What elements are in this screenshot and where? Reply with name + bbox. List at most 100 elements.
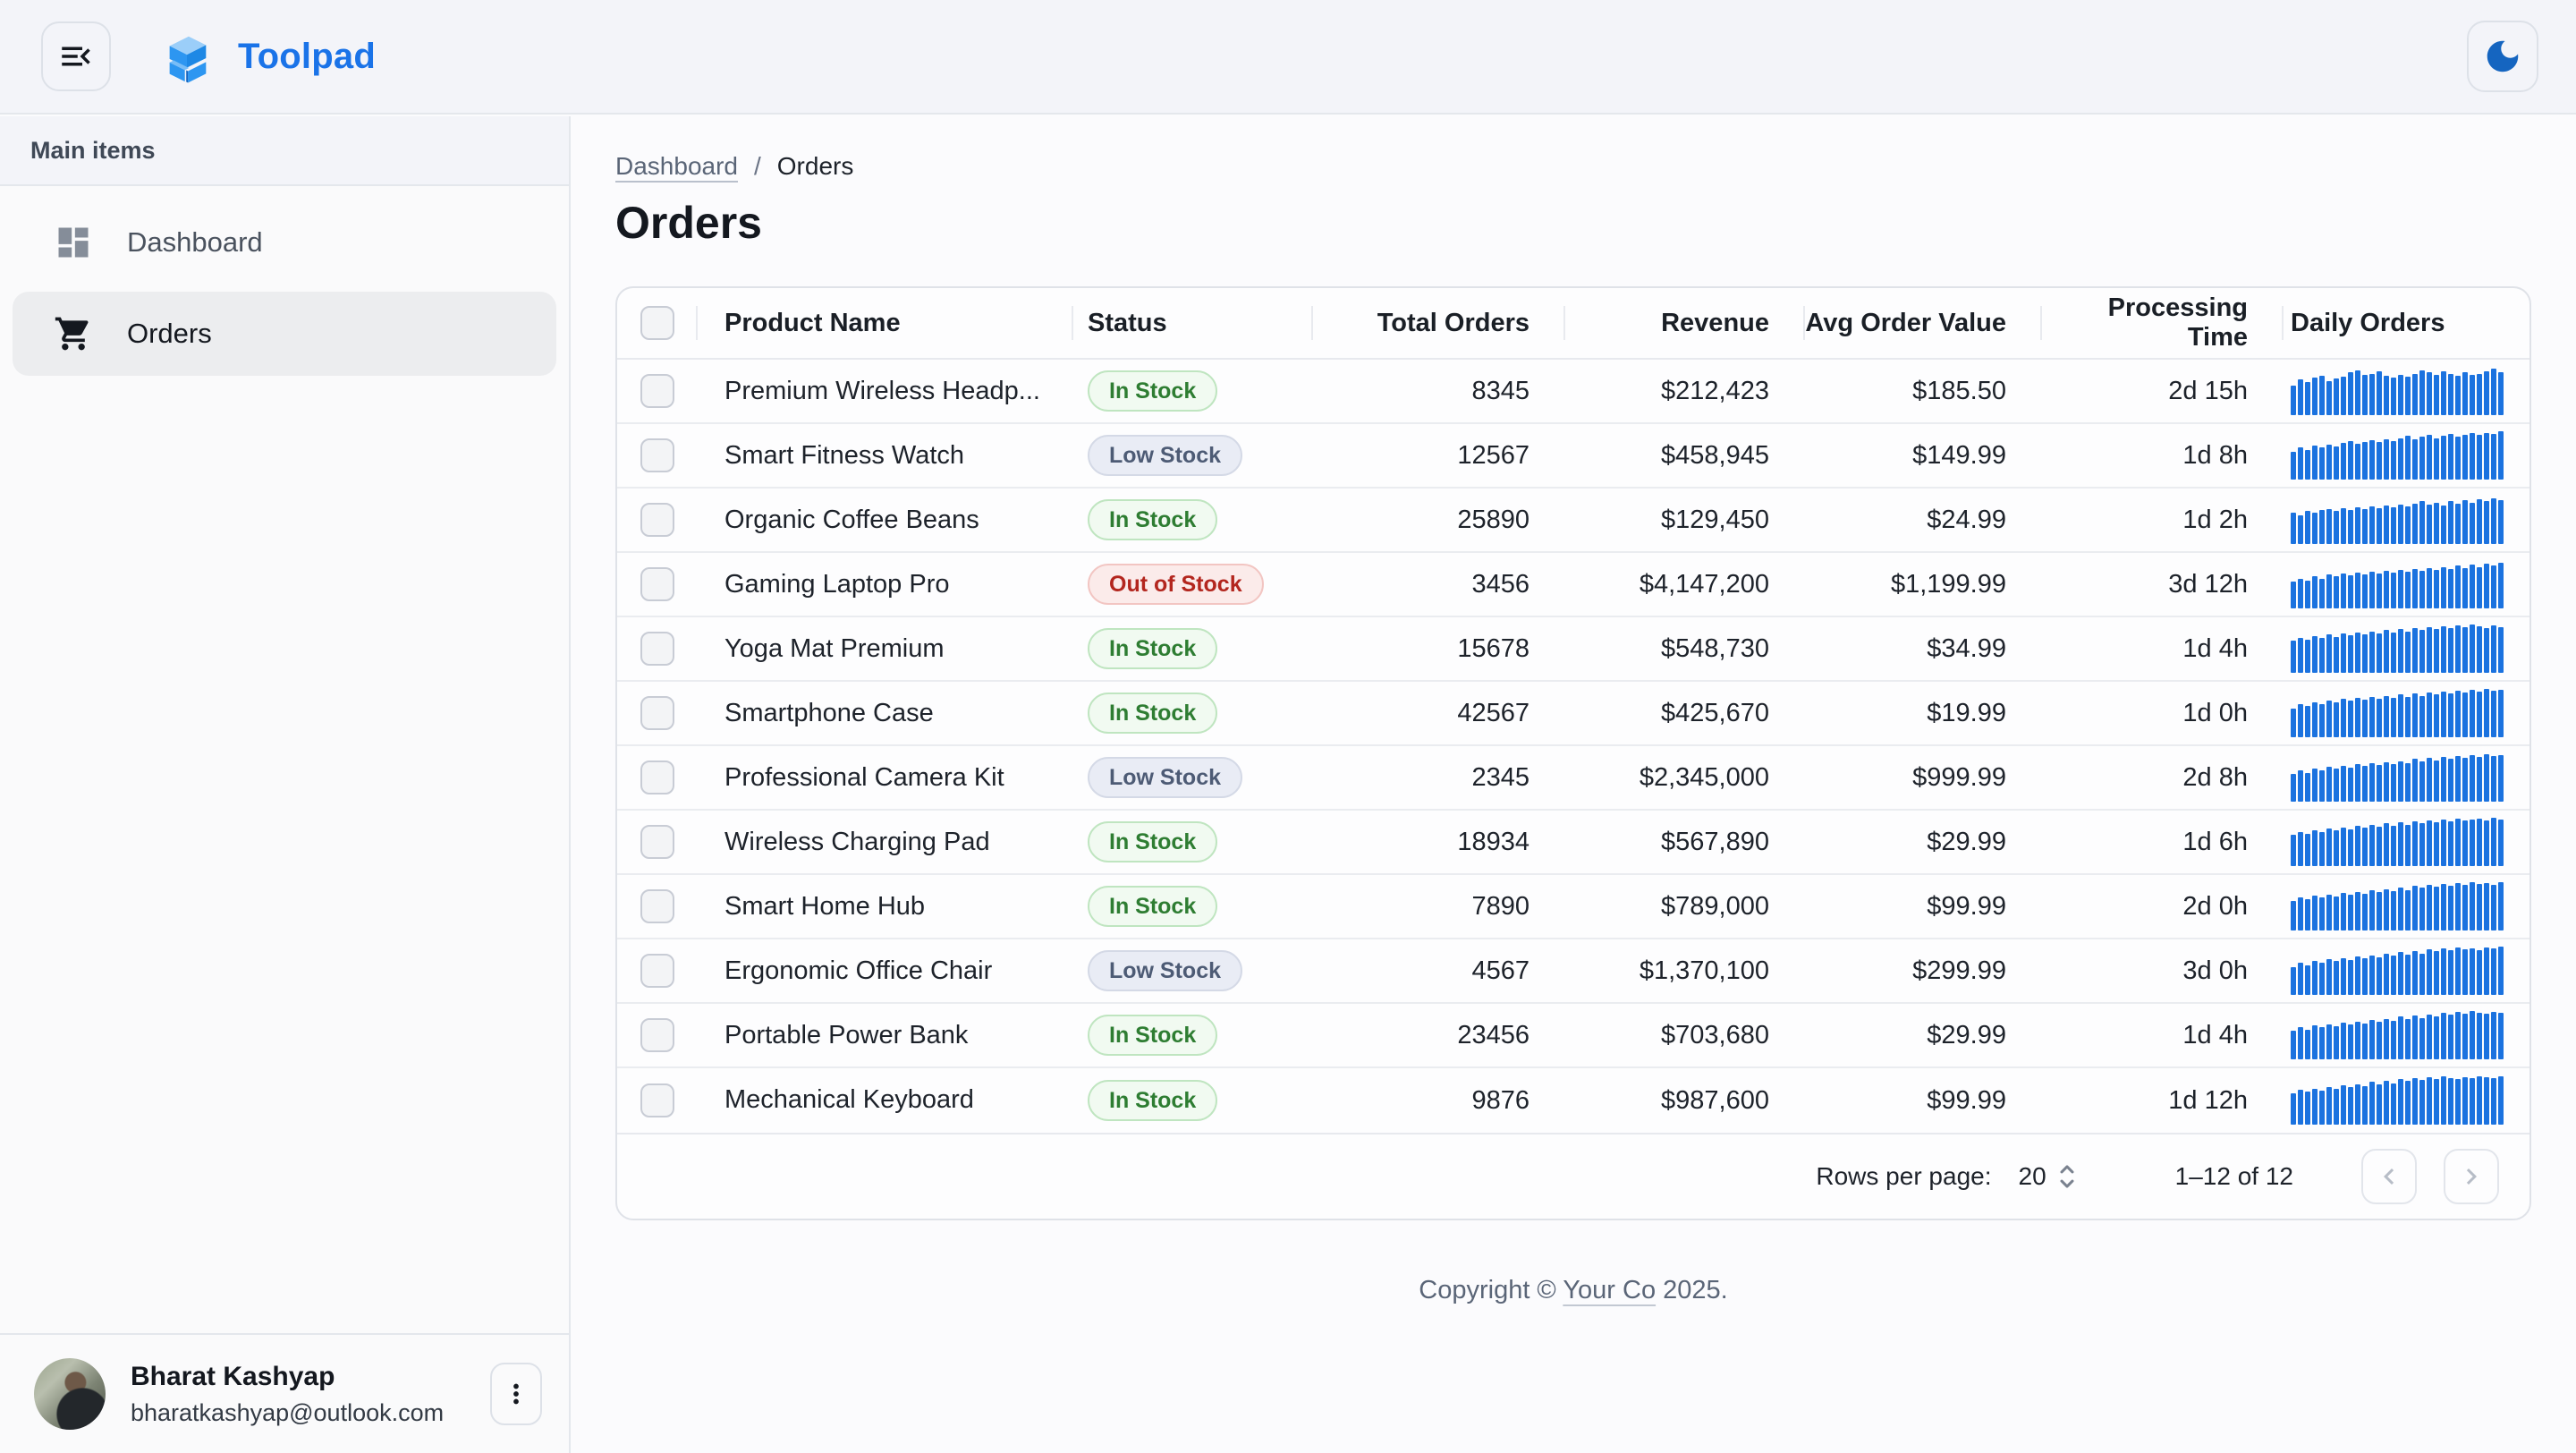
table-row[interactable]: Premium Wireless Headp... In Stock 8345 … bbox=[617, 360, 2529, 424]
sparkline-bar bbox=[2455, 503, 2461, 544]
footer-company-link[interactable]: Your Co bbox=[1563, 1276, 1657, 1304]
column-header-product-name[interactable]: Product Name bbox=[698, 288, 1073, 358]
select-all-checkbox[interactable] bbox=[640, 306, 674, 340]
total-orders-cell: 42567 bbox=[1457, 698, 1530, 727]
daily-orders-sparkline bbox=[2291, 753, 2506, 802]
row-checkbox[interactable] bbox=[640, 889, 674, 923]
next-page-button[interactable] bbox=[2444, 1149, 2499, 1204]
sparkline-bar bbox=[2491, 885, 2496, 930]
breadcrumb-link-dashboard[interactable]: Dashboard bbox=[615, 152, 738, 180]
row-checkbox[interactable] bbox=[640, 438, 674, 472]
previous-page-button[interactable] bbox=[2361, 1149, 2417, 1204]
sparkline-bar bbox=[2391, 955, 2396, 995]
table-row[interactable]: Smart Fitness Watch Low Stock 12567 $458… bbox=[617, 424, 2529, 489]
sparkline-bar bbox=[2377, 574, 2382, 608]
row-select-cell bbox=[617, 424, 698, 487]
product-name-cell: Mechanical Keyboard bbox=[724, 1085, 974, 1114]
sparkline-bar bbox=[2319, 963, 2325, 995]
row-checkbox[interactable] bbox=[640, 503, 674, 537]
row-checkbox[interactable] bbox=[640, 632, 674, 666]
sparkline-bar bbox=[2348, 634, 2353, 673]
sparkline-bar bbox=[2334, 378, 2339, 415]
sparkline-bar bbox=[2391, 1020, 2396, 1059]
select-all-cell bbox=[617, 288, 698, 358]
column-header-total-orders[interactable]: Total Orders bbox=[1313, 288, 1565, 358]
row-checkbox[interactable] bbox=[640, 1018, 674, 1052]
sparkline-bar bbox=[2326, 700, 2332, 737]
sparkline-bar bbox=[2369, 373, 2375, 415]
sparkline-bar bbox=[2491, 565, 2496, 608]
avg-order-value-cell: $1,199.99 bbox=[1890, 569, 2006, 599]
sparkline-bar bbox=[2484, 754, 2489, 802]
total-orders-cell: 3456 bbox=[1471, 569, 1530, 599]
sparkline-bar bbox=[2362, 509, 2368, 544]
sparkline-bar bbox=[2384, 630, 2389, 673]
row-checkbox[interactable] bbox=[640, 374, 674, 408]
sparkline-bar bbox=[2305, 964, 2310, 995]
row-checkbox[interactable] bbox=[640, 1083, 674, 1117]
sparkline-bar bbox=[2305, 511, 2310, 544]
table-row[interactable]: Gaming Laptop Pro Out of Stock 3456 $4,1… bbox=[617, 553, 2529, 617]
sparkline-bar bbox=[2470, 1078, 2475, 1125]
row-checkbox[interactable] bbox=[640, 954, 674, 988]
sparkline-bar bbox=[2362, 1024, 2368, 1059]
sparkline-bar bbox=[2348, 510, 2353, 544]
daily-orders-sparkline bbox=[2291, 689, 2506, 737]
processing-time-cell: 3d 12h bbox=[2168, 569, 2248, 599]
brand[interactable]: Toolpad bbox=[159, 29, 376, 84]
sparkline-bar bbox=[2391, 763, 2396, 802]
table-row[interactable]: Wireless Charging Pad In Stock 18934 $56… bbox=[617, 811, 2529, 875]
sparkline-bar bbox=[2298, 963, 2303, 995]
sparkline-bar bbox=[2470, 565, 2475, 608]
rows-per-page-select[interactable]: 20 bbox=[2019, 1161, 2077, 1192]
sparkline-bar bbox=[2477, 499, 2482, 544]
sparkline-bar bbox=[2334, 896, 2339, 930]
sidebar-item-dashboard[interactable]: Dashboard bbox=[13, 200, 556, 285]
column-header-daily-orders[interactable]: Daily Orders bbox=[2291, 308, 2445, 337]
column-header-revenue[interactable]: Revenue bbox=[1565, 288, 1805, 358]
row-select-cell bbox=[617, 939, 698, 1002]
daily-orders-cell bbox=[2284, 811, 2529, 873]
app-bar: Toolpad bbox=[0, 0, 2576, 115]
table-row[interactable]: Portable Power Bank In Stock 23456 $703,… bbox=[617, 1004, 2529, 1068]
sidebar-collapse-button[interactable] bbox=[41, 21, 111, 91]
sparkline-bar bbox=[2470, 820, 2475, 866]
total-orders-cell: 7890 bbox=[1471, 891, 1530, 921]
kebab-menu-icon bbox=[501, 1379, 531, 1409]
table-row[interactable]: Ergonomic Office Chair Low Stock 4567 $1… bbox=[617, 939, 2529, 1004]
table-row[interactable]: Smartphone Case In Stock 42567 $425,670 … bbox=[617, 682, 2529, 746]
sparkline-bar bbox=[2369, 955, 2375, 995]
row-checkbox[interactable] bbox=[640, 825, 674, 859]
column-header-processing-time[interactable]: Processing Time bbox=[2042, 288, 2284, 358]
sparkline-bar bbox=[2470, 755, 2475, 802]
sparkline-bar bbox=[2470, 433, 2475, 480]
sparkline-bar bbox=[2455, 625, 2461, 673]
sparkline-bar bbox=[2484, 628, 2489, 673]
sparkline-bar bbox=[2377, 956, 2382, 995]
sidebar-item-orders[interactable]: Orders bbox=[13, 292, 556, 376]
sparkline-bar bbox=[2355, 506, 2360, 544]
user-card: Bharat Kashyap bharatkashyap@outlook.com bbox=[0, 1333, 569, 1453]
sparkline-bar bbox=[2419, 888, 2425, 930]
table-row[interactable]: Smart Home Hub In Stock 7890 $789,000 $9… bbox=[617, 875, 2529, 939]
sparkline-bar bbox=[2398, 1016, 2403, 1059]
row-checkbox[interactable] bbox=[640, 696, 674, 730]
column-header-avg-order-value[interactable]: Avg Order Value bbox=[1805, 288, 2042, 358]
column-header-status[interactable]: Status bbox=[1073, 288, 1313, 358]
table-row[interactable]: Yoga Mat Premium In Stock 15678 $548,730… bbox=[617, 617, 2529, 682]
sparkline-bar bbox=[2369, 1019, 2375, 1059]
sparkline-bar bbox=[2491, 625, 2496, 673]
table-row[interactable]: Mechanical Keyboard In Stock 9876 $987,6… bbox=[617, 1068, 2529, 1133]
sparkline-bar bbox=[2391, 825, 2396, 866]
row-checkbox[interactable] bbox=[640, 567, 674, 601]
revenue-cell: $2,345,000 bbox=[1639, 762, 1769, 792]
row-checkbox[interactable] bbox=[640, 760, 674, 794]
user-menu-button[interactable] bbox=[490, 1363, 542, 1425]
sparkline-bar bbox=[2298, 770, 2303, 802]
sparkline-bar bbox=[2448, 434, 2453, 480]
table-row[interactable]: Organic Coffee Beans In Stock 25890 $129… bbox=[617, 489, 2529, 553]
processing-time-cell: 3d 0h bbox=[2182, 956, 2248, 985]
table-row[interactable]: Professional Camera Kit Low Stock 2345 $… bbox=[617, 746, 2529, 811]
theme-toggle-button[interactable] bbox=[2467, 21, 2538, 92]
sparkline-bar bbox=[2291, 451, 2296, 480]
